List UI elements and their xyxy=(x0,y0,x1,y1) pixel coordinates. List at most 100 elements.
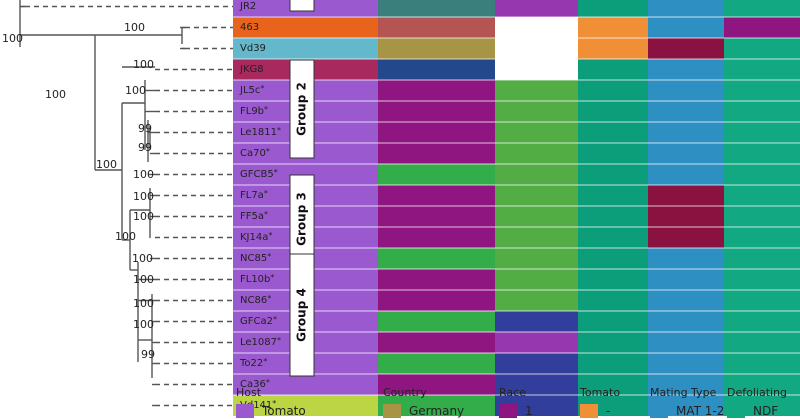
cell-to22-mating xyxy=(648,353,724,374)
cell-vd39-defol xyxy=(724,38,800,59)
legend-swatch-defol xyxy=(727,404,745,418)
strain-name: GFCa2 xyxy=(240,316,273,327)
strain-name: Ca36 xyxy=(240,379,266,390)
strain-name: NC85 xyxy=(240,253,268,264)
star-marker: * xyxy=(264,105,269,114)
strain-label: GFCB5* xyxy=(240,168,278,180)
strain-name: Ca70 xyxy=(240,148,266,159)
strain-name: JKG8 xyxy=(240,64,264,75)
cell-463-race xyxy=(495,17,578,38)
strain-name: 463 xyxy=(240,22,260,33)
group-box-g4 xyxy=(289,253,315,377)
cell-fl9b-race xyxy=(495,101,578,122)
strain-label: Ca70* xyxy=(240,147,270,159)
bootstrap-b12: 100 xyxy=(115,230,136,243)
cell-le1811-tomato xyxy=(578,122,648,143)
cell-gfca2-race xyxy=(495,311,578,332)
cell-fl7a-country xyxy=(378,185,495,206)
star-marker: * xyxy=(265,147,270,156)
strain-name: FL10b xyxy=(240,274,271,285)
strain-label: NC86* xyxy=(240,294,272,306)
cell-kj14a-mating xyxy=(648,227,724,248)
cell-nc86-race xyxy=(495,290,578,311)
star-marker: * xyxy=(267,252,272,261)
cell-jl5c-defol xyxy=(724,80,800,101)
legend-swatch-country xyxy=(383,404,401,418)
group-label-g4: Group 4 xyxy=(295,288,309,342)
star-marker: * xyxy=(265,378,270,387)
group-boxes: Group 2 Group 3 Group 4 xyxy=(289,0,315,377)
strain-label: Vd141* xyxy=(240,399,276,411)
cell-nc86-tomato xyxy=(578,290,648,311)
legend-label-tomato: - xyxy=(606,404,611,418)
cell-fl9b-mating xyxy=(648,101,724,122)
cell-ff5a-tomato xyxy=(578,206,648,227)
bootstrap-b17: 99 xyxy=(141,348,155,361)
star-marker: * xyxy=(264,210,268,219)
bootstrap-b8: 99 xyxy=(138,141,152,154)
legend-label-defol: NDF xyxy=(753,404,779,418)
star-marker: * xyxy=(273,168,278,177)
cell-ff5a-mating xyxy=(648,206,724,227)
cell-fl9b-defol xyxy=(724,101,800,122)
group-label-g2: Group 2 xyxy=(295,82,309,136)
strain-label: Ca36* xyxy=(240,378,270,390)
cell-ff5a-defol xyxy=(724,206,800,227)
cell-jkg8-country xyxy=(378,59,495,80)
cell-gfca2-defol xyxy=(724,311,800,332)
group-label-g3: Group 3 xyxy=(295,192,309,246)
cell-nc86-defol xyxy=(724,290,800,311)
cell-nc85-defol xyxy=(724,248,800,269)
cell-to22-tomato xyxy=(578,353,648,374)
star-marker: * xyxy=(268,231,273,240)
star-marker: * xyxy=(277,336,281,345)
strain-name: KJ14a xyxy=(240,232,269,243)
strain-label: GFCa2* xyxy=(240,315,277,327)
strain-label: JL5c* xyxy=(240,84,264,96)
cell-fl10b-defol xyxy=(724,269,800,290)
strain-name: NC86 xyxy=(240,295,268,306)
bootstrap-b9: 100 xyxy=(133,168,154,181)
cell-le1811-defol xyxy=(724,122,800,143)
legend-title-defol: Defoliating xyxy=(727,386,788,399)
cell-463-country xyxy=(378,17,495,38)
cell-ca36-defol xyxy=(724,374,800,395)
strain-name: To22 xyxy=(240,358,264,369)
cell-vd39-country xyxy=(378,38,495,59)
cell-kj14a-country xyxy=(378,227,495,248)
cell-nc86-mating xyxy=(648,290,724,311)
cell-jl5c-country xyxy=(378,80,495,101)
cell-jr2-country xyxy=(378,0,495,17)
bootstrap-b7: 99 xyxy=(138,122,152,135)
star-marker: * xyxy=(277,126,281,135)
cell-kj14a-race xyxy=(495,227,578,248)
cell-to22-race xyxy=(495,353,578,374)
cell-nc85-country xyxy=(378,248,495,269)
cell-ca70-country xyxy=(378,143,495,164)
cell-fl10b-mating xyxy=(648,269,724,290)
strain-label: FL7a* xyxy=(240,189,268,201)
legend-label-mating: MAT 1-2 xyxy=(676,404,725,418)
bootstrap-b13: 100 xyxy=(132,252,153,265)
cell-vd141-host xyxy=(233,395,378,416)
star-marker: * xyxy=(263,357,268,366)
strain-name: JR2 xyxy=(240,1,257,12)
cell-fl7a-mating xyxy=(648,185,724,206)
cell-jkg8-mating xyxy=(648,59,724,80)
bootstrap-b1: 100 xyxy=(124,21,145,34)
cell-le1087-tomato xyxy=(578,332,648,353)
strain-name: FF5a xyxy=(240,211,264,222)
legend-title-race: Race xyxy=(499,386,526,399)
cell-ca36-host xyxy=(233,374,378,395)
cell-vd39-tomato xyxy=(578,38,648,59)
cell-le1087-mating xyxy=(648,332,724,353)
cell-fl10b-race xyxy=(495,269,578,290)
cell-jl5c-tomato xyxy=(578,80,648,101)
star-marker: * xyxy=(270,273,275,282)
cell-gfcb5-race xyxy=(495,164,578,185)
star-marker: * xyxy=(267,294,272,303)
cell-le1811-race xyxy=(495,122,578,143)
legend-swatch-race xyxy=(499,404,517,418)
cell-jl5c-race xyxy=(495,80,578,101)
